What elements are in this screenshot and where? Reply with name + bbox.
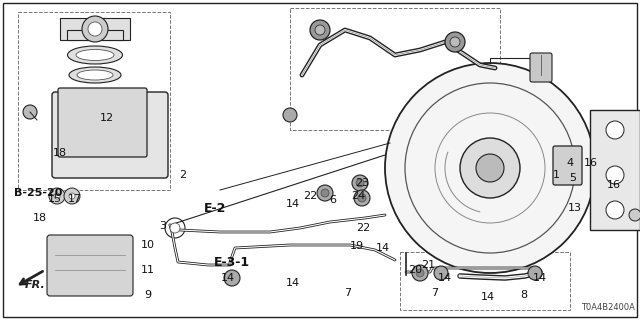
Text: 17: 17 <box>68 194 82 204</box>
Circle shape <box>82 16 108 42</box>
Circle shape <box>528 266 542 280</box>
Bar <box>60 18 130 40</box>
Text: 12: 12 <box>100 113 114 123</box>
Circle shape <box>356 179 364 187</box>
Text: 14: 14 <box>221 273 235 283</box>
Circle shape <box>170 223 180 233</box>
Text: 2: 2 <box>179 170 187 180</box>
Circle shape <box>606 166 624 184</box>
Text: 8: 8 <box>520 290 527 300</box>
Text: 18: 18 <box>33 213 47 223</box>
Circle shape <box>54 193 60 199</box>
Text: 14: 14 <box>481 292 495 302</box>
Circle shape <box>434 266 448 280</box>
Text: 6: 6 <box>330 195 337 205</box>
Text: 24: 24 <box>351 191 365 201</box>
Circle shape <box>88 22 102 36</box>
Circle shape <box>315 25 325 35</box>
Ellipse shape <box>67 46 122 64</box>
Bar <box>18 12 170 190</box>
Text: 7: 7 <box>431 288 438 298</box>
Text: 14: 14 <box>533 273 547 283</box>
Circle shape <box>358 194 366 202</box>
Text: 1: 1 <box>552 170 559 180</box>
Text: 13: 13 <box>568 203 582 213</box>
Circle shape <box>64 188 80 204</box>
Text: 18: 18 <box>53 148 67 158</box>
Circle shape <box>49 188 65 204</box>
Text: 14: 14 <box>286 199 300 209</box>
Circle shape <box>354 190 370 206</box>
FancyBboxPatch shape <box>530 53 552 82</box>
Text: 22: 22 <box>356 223 370 233</box>
Text: 14: 14 <box>438 273 452 283</box>
Text: FR.: FR. <box>24 280 45 290</box>
Circle shape <box>352 175 368 191</box>
Ellipse shape <box>69 67 121 83</box>
Circle shape <box>321 189 329 197</box>
Circle shape <box>23 105 37 119</box>
Circle shape <box>385 63 595 273</box>
Text: 11: 11 <box>141 265 155 275</box>
Text: B-25-20: B-25-20 <box>14 188 62 198</box>
Circle shape <box>416 269 424 277</box>
Text: 3: 3 <box>159 221 166 231</box>
Circle shape <box>317 185 333 201</box>
FancyBboxPatch shape <box>52 92 168 178</box>
Circle shape <box>606 201 624 219</box>
Circle shape <box>450 37 460 47</box>
Ellipse shape <box>76 50 114 60</box>
Circle shape <box>283 108 297 122</box>
Bar <box>590 110 640 230</box>
Text: 16: 16 <box>607 180 621 190</box>
Text: 14: 14 <box>286 278 300 288</box>
Bar <box>290 8 500 130</box>
Circle shape <box>69 193 75 199</box>
FancyBboxPatch shape <box>47 235 133 296</box>
Text: T0A4B2400A: T0A4B2400A <box>581 303 635 312</box>
Circle shape <box>606 121 624 139</box>
Text: 15: 15 <box>48 194 62 204</box>
Text: 20: 20 <box>408 265 422 275</box>
Circle shape <box>224 270 240 286</box>
Circle shape <box>476 154 504 182</box>
Text: E-2: E-2 <box>204 202 226 214</box>
Text: 21: 21 <box>421 260 435 270</box>
FancyBboxPatch shape <box>553 146 582 185</box>
Bar <box>67 30 123 40</box>
Circle shape <box>310 20 330 40</box>
Text: 10: 10 <box>141 240 155 250</box>
Text: 5: 5 <box>570 173 577 183</box>
Bar <box>400 252 570 310</box>
Circle shape <box>460 138 520 198</box>
Text: 22: 22 <box>303 191 317 201</box>
Text: 7: 7 <box>344 288 351 298</box>
Text: 23: 23 <box>355 178 369 188</box>
Ellipse shape <box>77 70 113 80</box>
Circle shape <box>412 265 428 281</box>
Circle shape <box>629 209 640 221</box>
Text: 14: 14 <box>376 243 390 253</box>
Text: 4: 4 <box>566 158 573 168</box>
FancyBboxPatch shape <box>58 88 147 157</box>
Text: E-3-1: E-3-1 <box>214 257 250 269</box>
Text: 16: 16 <box>584 158 598 168</box>
Text: 9: 9 <box>145 290 152 300</box>
Text: 19: 19 <box>350 241 364 251</box>
Circle shape <box>445 32 465 52</box>
